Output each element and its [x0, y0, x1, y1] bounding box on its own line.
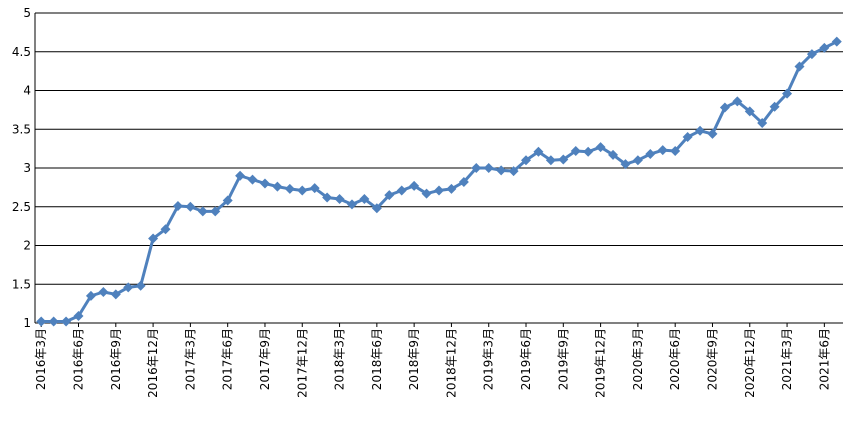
data-marker	[272, 181, 283, 192]
data-marker	[123, 282, 134, 293]
data-marker	[707, 128, 718, 139]
data-marker	[682, 132, 693, 142]
data-marker	[570, 145, 581, 156]
data-marker	[222, 195, 233, 206]
x-tick-label: 2016年3月	[34, 328, 48, 390]
x-tick-label: 2021年3月	[780, 328, 794, 390]
x-tick-label: 2020年3月	[631, 328, 645, 390]
data-marker	[819, 42, 830, 53]
y-tick-label: 4.5	[12, 45, 31, 59]
x-tick-label: 2021年6月	[817, 328, 831, 390]
data-marker	[396, 185, 407, 196]
x-tick-label: 2019年12月	[594, 328, 608, 398]
x-tick-label: 2018年9月	[407, 328, 421, 390]
data-marker	[61, 316, 72, 327]
data-marker	[135, 280, 146, 291]
x-tick-label: 2016年9月	[109, 328, 123, 390]
data-marker	[744, 106, 755, 117]
data-marker	[521, 155, 532, 166]
data-marker	[85, 290, 96, 301]
data-marker	[769, 101, 780, 112]
data-marker	[36, 316, 47, 327]
y-tick-label: 1.5	[12, 277, 31, 291]
data-marker	[359, 194, 370, 204]
y-tick-label: 3	[23, 161, 31, 175]
data-marker	[458, 176, 469, 187]
data-marker	[533, 146, 544, 157]
data-marker	[806, 49, 817, 60]
data-marker	[371, 203, 382, 214]
y-tick-label: 2	[23, 239, 31, 253]
x-tick-label: 2017年12月	[295, 328, 309, 398]
data-marker	[160, 224, 171, 235]
data-marker	[409, 180, 420, 191]
data-marker	[508, 166, 519, 177]
data-marker	[322, 192, 333, 203]
x-tick-label: 2019年9月	[556, 328, 570, 390]
y-tick-label: 5	[23, 6, 31, 20]
data-marker	[670, 145, 681, 156]
data-marker	[197, 206, 208, 217]
data-marker	[446, 183, 457, 194]
x-tick-label: 2019年3月	[482, 328, 496, 390]
x-tick-label: 2019年6月	[519, 328, 533, 390]
data-marker	[48, 316, 59, 327]
data-marker	[471, 163, 482, 173]
x-tick-label: 2017年9月	[258, 328, 272, 390]
data-marker	[496, 165, 507, 176]
x-tick-label: 2018年12月	[444, 328, 458, 398]
data-marker	[831, 36, 842, 47]
data-marker	[284, 183, 295, 194]
data-marker	[98, 287, 109, 297]
x-tick-label: 2018年3月	[333, 328, 347, 390]
y-tick-label: 4	[23, 84, 31, 98]
data-marker	[782, 88, 793, 99]
data-marker	[210, 206, 221, 217]
data-marker	[185, 201, 196, 212]
data-marker	[595, 142, 606, 153]
data-marker	[583, 146, 594, 157]
data-marker	[259, 178, 270, 189]
data-marker	[620, 159, 631, 170]
data-marker	[247, 174, 258, 185]
y-tick-label: 2.5	[12, 200, 31, 214]
data-marker	[632, 155, 643, 166]
data-marker	[434, 185, 444, 196]
data-marker	[794, 61, 805, 72]
x-tick-label: 2020年12月	[743, 328, 757, 398]
data-marker	[148, 233, 159, 244]
data-marker	[558, 154, 569, 165]
data-marker	[346, 199, 357, 210]
data-marker	[334, 194, 345, 204]
data-marker	[645, 149, 656, 160]
y-tick-label: 1	[23, 316, 31, 330]
data-marker	[545, 155, 556, 166]
data-marker	[608, 149, 619, 160]
data-marker	[657, 145, 668, 156]
y-tick-label: 3.5	[12, 122, 31, 136]
x-tick-label: 2018年6月	[370, 328, 384, 390]
data-marker	[421, 188, 432, 199]
data-marker	[732, 96, 743, 107]
x-tick-label: 2020年6月	[668, 328, 682, 390]
data-marker	[309, 183, 320, 194]
x-tick-label: 2020年9月	[705, 328, 719, 390]
data-marker	[483, 163, 494, 173]
data-marker	[73, 311, 84, 322]
data-line	[41, 40, 838, 323]
data-marker	[719, 102, 730, 113]
data-marker	[297, 185, 308, 196]
x-tick-label: 2016年12月	[146, 328, 160, 398]
x-tick-label: 2017年3月	[183, 328, 197, 390]
data-marker	[695, 125, 706, 136]
data-marker	[110, 289, 121, 300]
data-marker	[384, 190, 395, 201]
data-marker	[235, 170, 246, 181]
data-marker	[757, 118, 768, 129]
x-tick-label: 2017年6月	[221, 328, 235, 390]
data-marker	[172, 200, 183, 211]
x-tick-label: 2016年6月	[72, 328, 86, 390]
